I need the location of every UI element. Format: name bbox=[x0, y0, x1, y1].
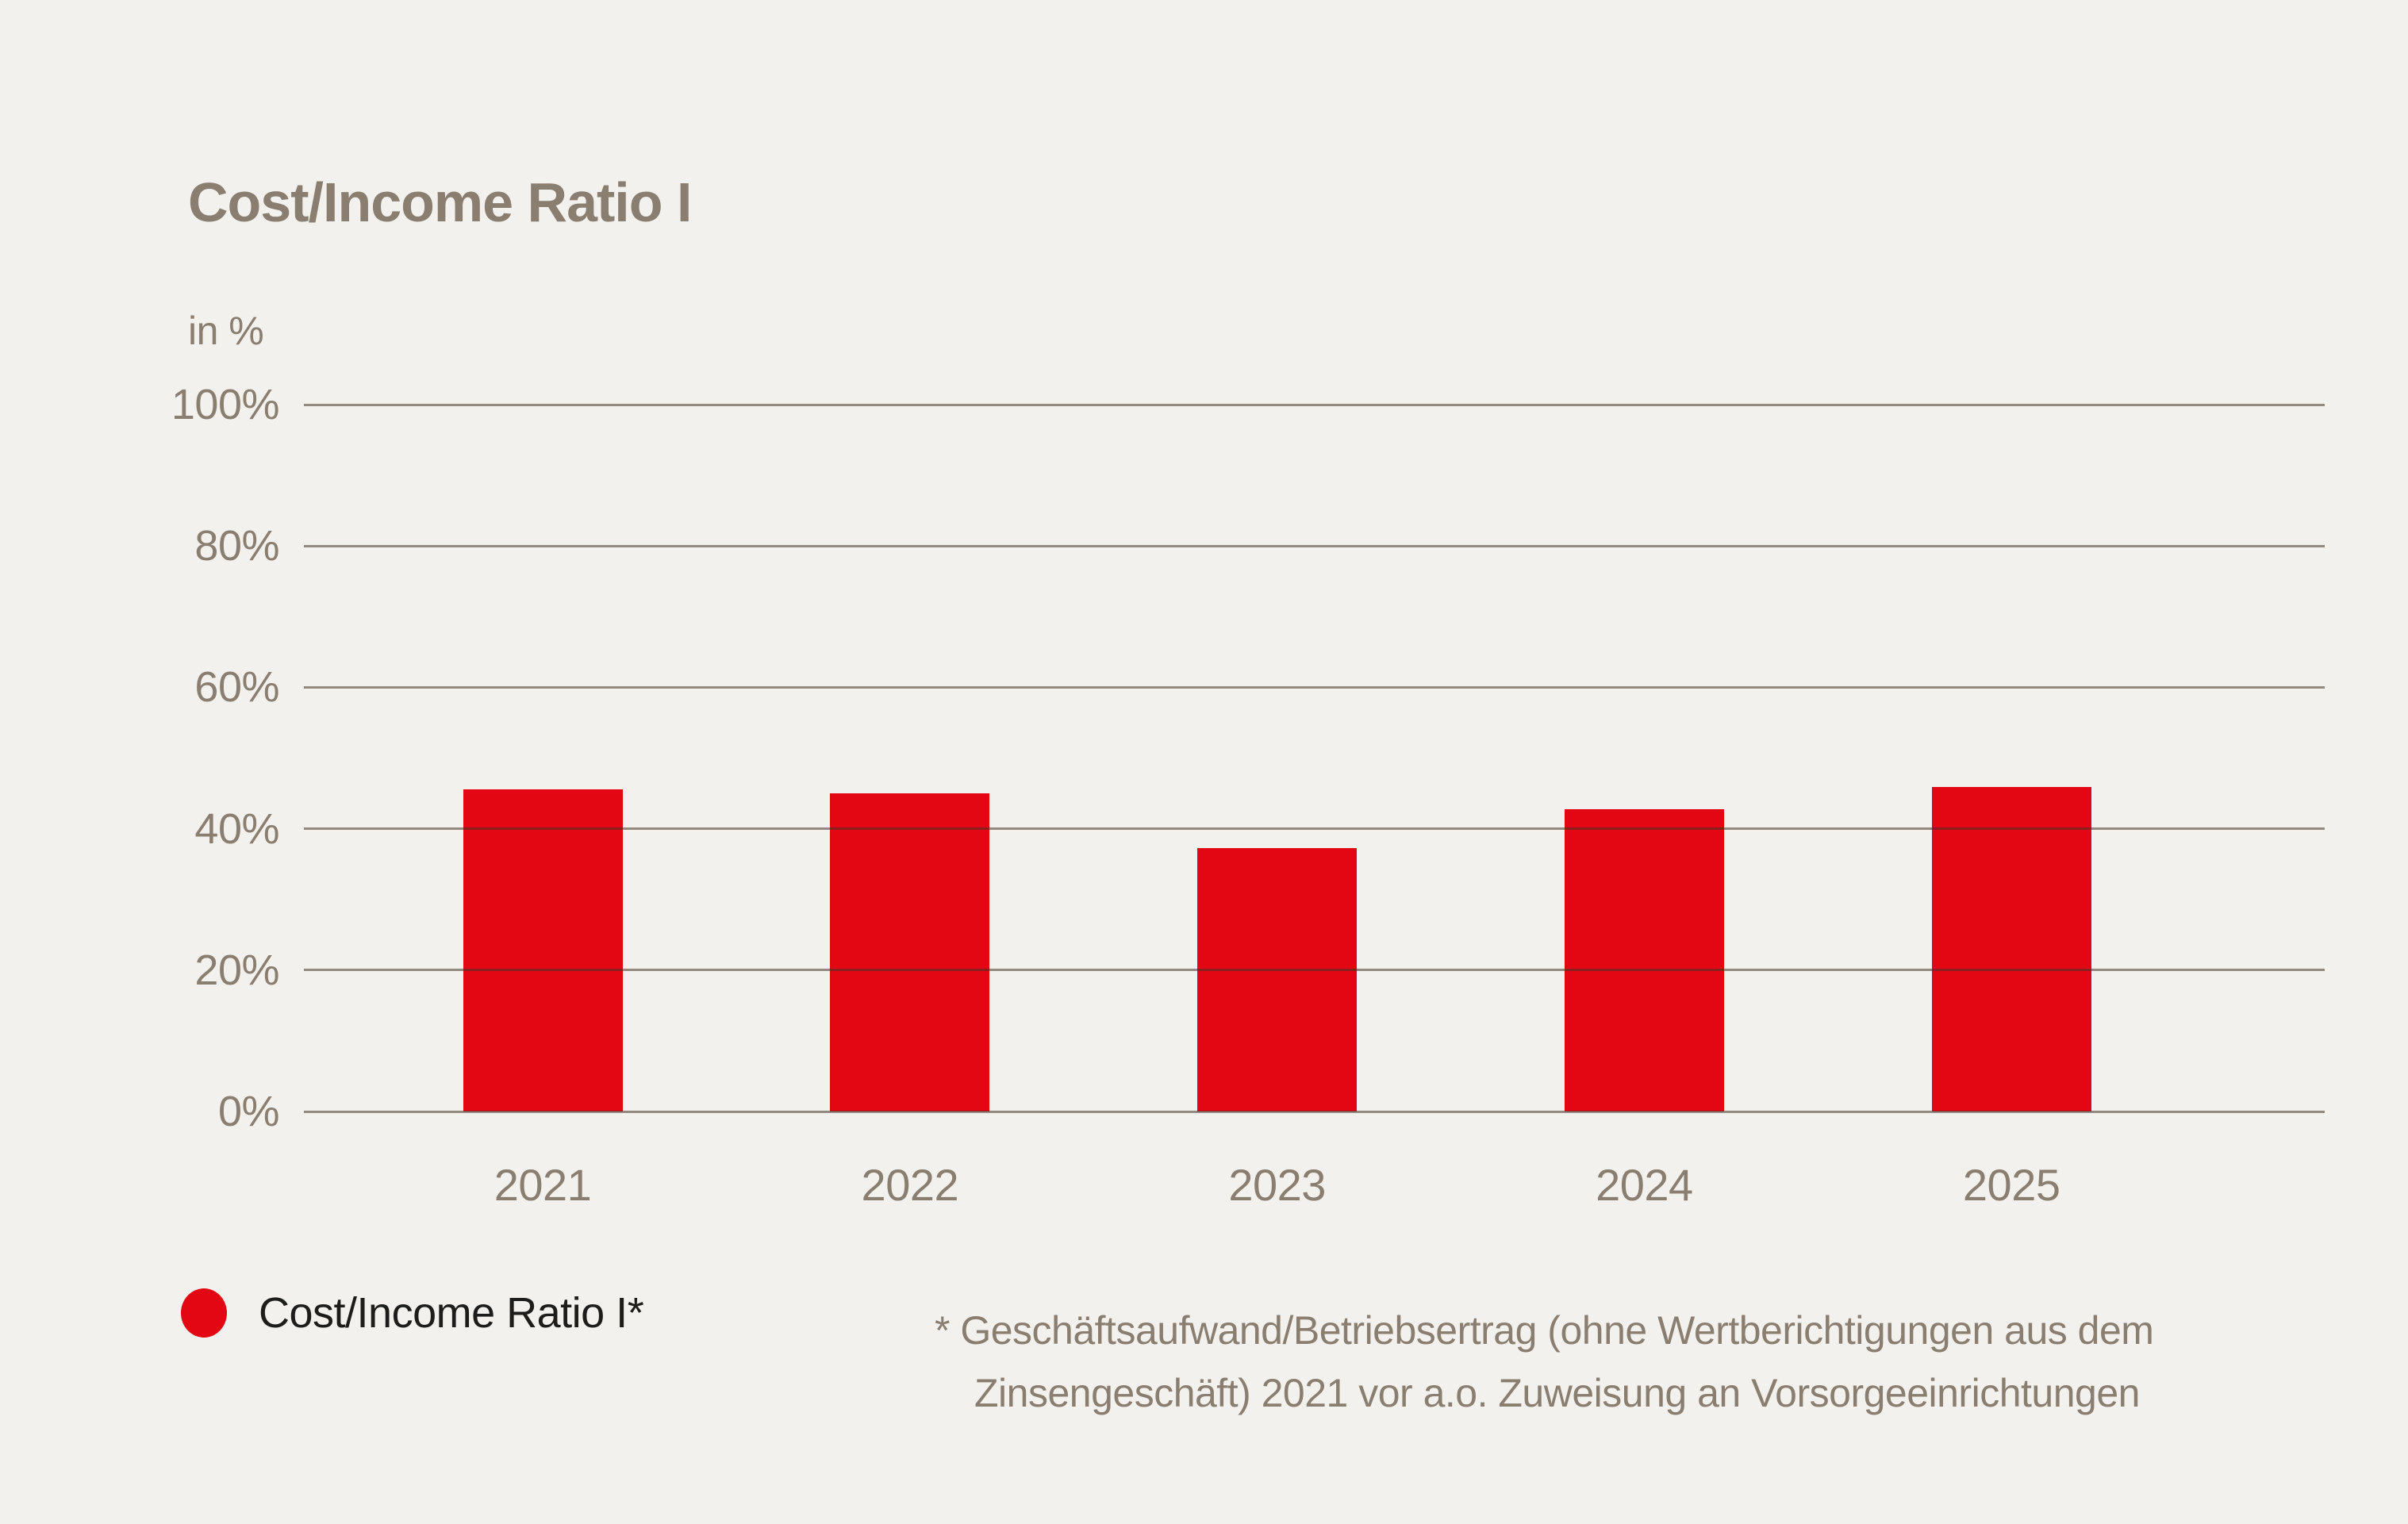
bar-2021 bbox=[463, 789, 623, 1111]
x-axis-label-2023: 2023 bbox=[1228, 1160, 1326, 1210]
footnote-line-2: Zinsengeschäft) 2021 vor a.o. Zuweisung … bbox=[974, 1371, 2140, 1415]
gridline-40% bbox=[304, 827, 2325, 831]
chart-title: Cost/Income Ratio I bbox=[188, 171, 692, 233]
x-axis-label-2025: 2025 bbox=[1962, 1160, 2060, 1210]
y-axis-label-0%: 0% bbox=[217, 1088, 280, 1135]
footnote: * Geschäftsaufwand/Betriebsertrag (ohne … bbox=[935, 1299, 2193, 1425]
gridline-0% bbox=[304, 1110, 2325, 1113]
y-axis-label-40%: 40% bbox=[194, 804, 279, 853]
bar-2023 bbox=[1197, 847, 1358, 1111]
bar-2022 bbox=[830, 793, 990, 1111]
y-axis-label-20%: 20% bbox=[194, 946, 279, 994]
bar-2024 bbox=[1564, 808, 1724, 1111]
gridline-80% bbox=[304, 544, 2325, 547]
y-axis-label-80%: 80% bbox=[194, 522, 279, 570]
legend-dot-icon bbox=[181, 1288, 227, 1338]
bar-2025 bbox=[1931, 787, 2091, 1111]
x-axis-label-2022: 2022 bbox=[861, 1160, 959, 1210]
y-axis-unit-label: in % bbox=[188, 309, 264, 353]
y-axis-label-100%: 100% bbox=[171, 381, 280, 428]
gridline-60% bbox=[304, 685, 2325, 689]
legend: Cost/Income Ratio I* bbox=[181, 1287, 644, 1339]
y-axis-label-60%: 60% bbox=[194, 663, 279, 712]
gridline-100% bbox=[304, 403, 2325, 406]
x-axis-label-2024: 2024 bbox=[1596, 1160, 1693, 1210]
x-axis-label-2021: 2021 bbox=[494, 1160, 592, 1210]
legend-label: Cost/Income Ratio I* bbox=[259, 1289, 644, 1337]
footnote-line-1: * Geschäftsaufwand/Betriebsertrag (ohne … bbox=[935, 1308, 2154, 1353]
gridline-20% bbox=[304, 969, 2325, 972]
